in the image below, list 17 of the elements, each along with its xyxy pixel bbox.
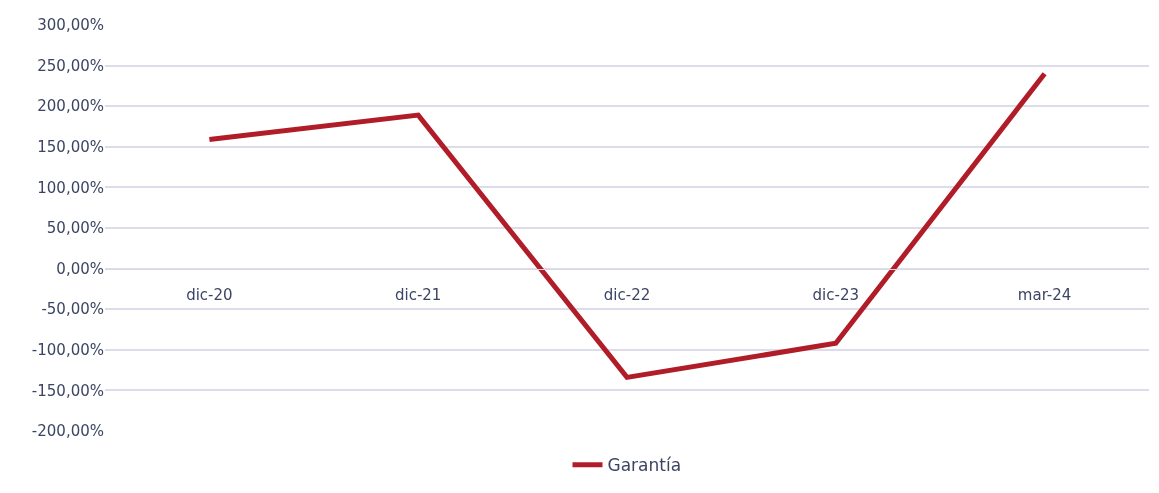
y-tick-label: 150,00% — [37, 138, 104, 157]
y-tick-label: -50,00% — [41, 300, 104, 319]
y-tick-label: -200,00% — [31, 422, 104, 441]
y-tick-label: 100,00% — [37, 178, 104, 197]
y-tick-label: 0,00% — [56, 259, 104, 278]
x-tick-label: dic-23 — [812, 285, 860, 304]
x-tick-label: dic-20 — [186, 285, 233, 304]
x-tick-label: mar-24 — [1017, 285, 1072, 304]
legend-label: Garantía — [607, 455, 682, 476]
y-tick-label: 50,00% — [46, 219, 104, 238]
y-tick-label: 250,00% — [37, 56, 104, 75]
x-tick-label: dic-21 — [394, 285, 442, 304]
y-tick-label: -150,00% — [31, 381, 104, 400]
y-tick-label: 200,00% — [37, 97, 104, 116]
y-tick-label: -100,00% — [31, 341, 104, 360]
x-tick-label: dic-22 — [603, 285, 651, 304]
y-tick-label: 300,00% — [37, 16, 104, 35]
